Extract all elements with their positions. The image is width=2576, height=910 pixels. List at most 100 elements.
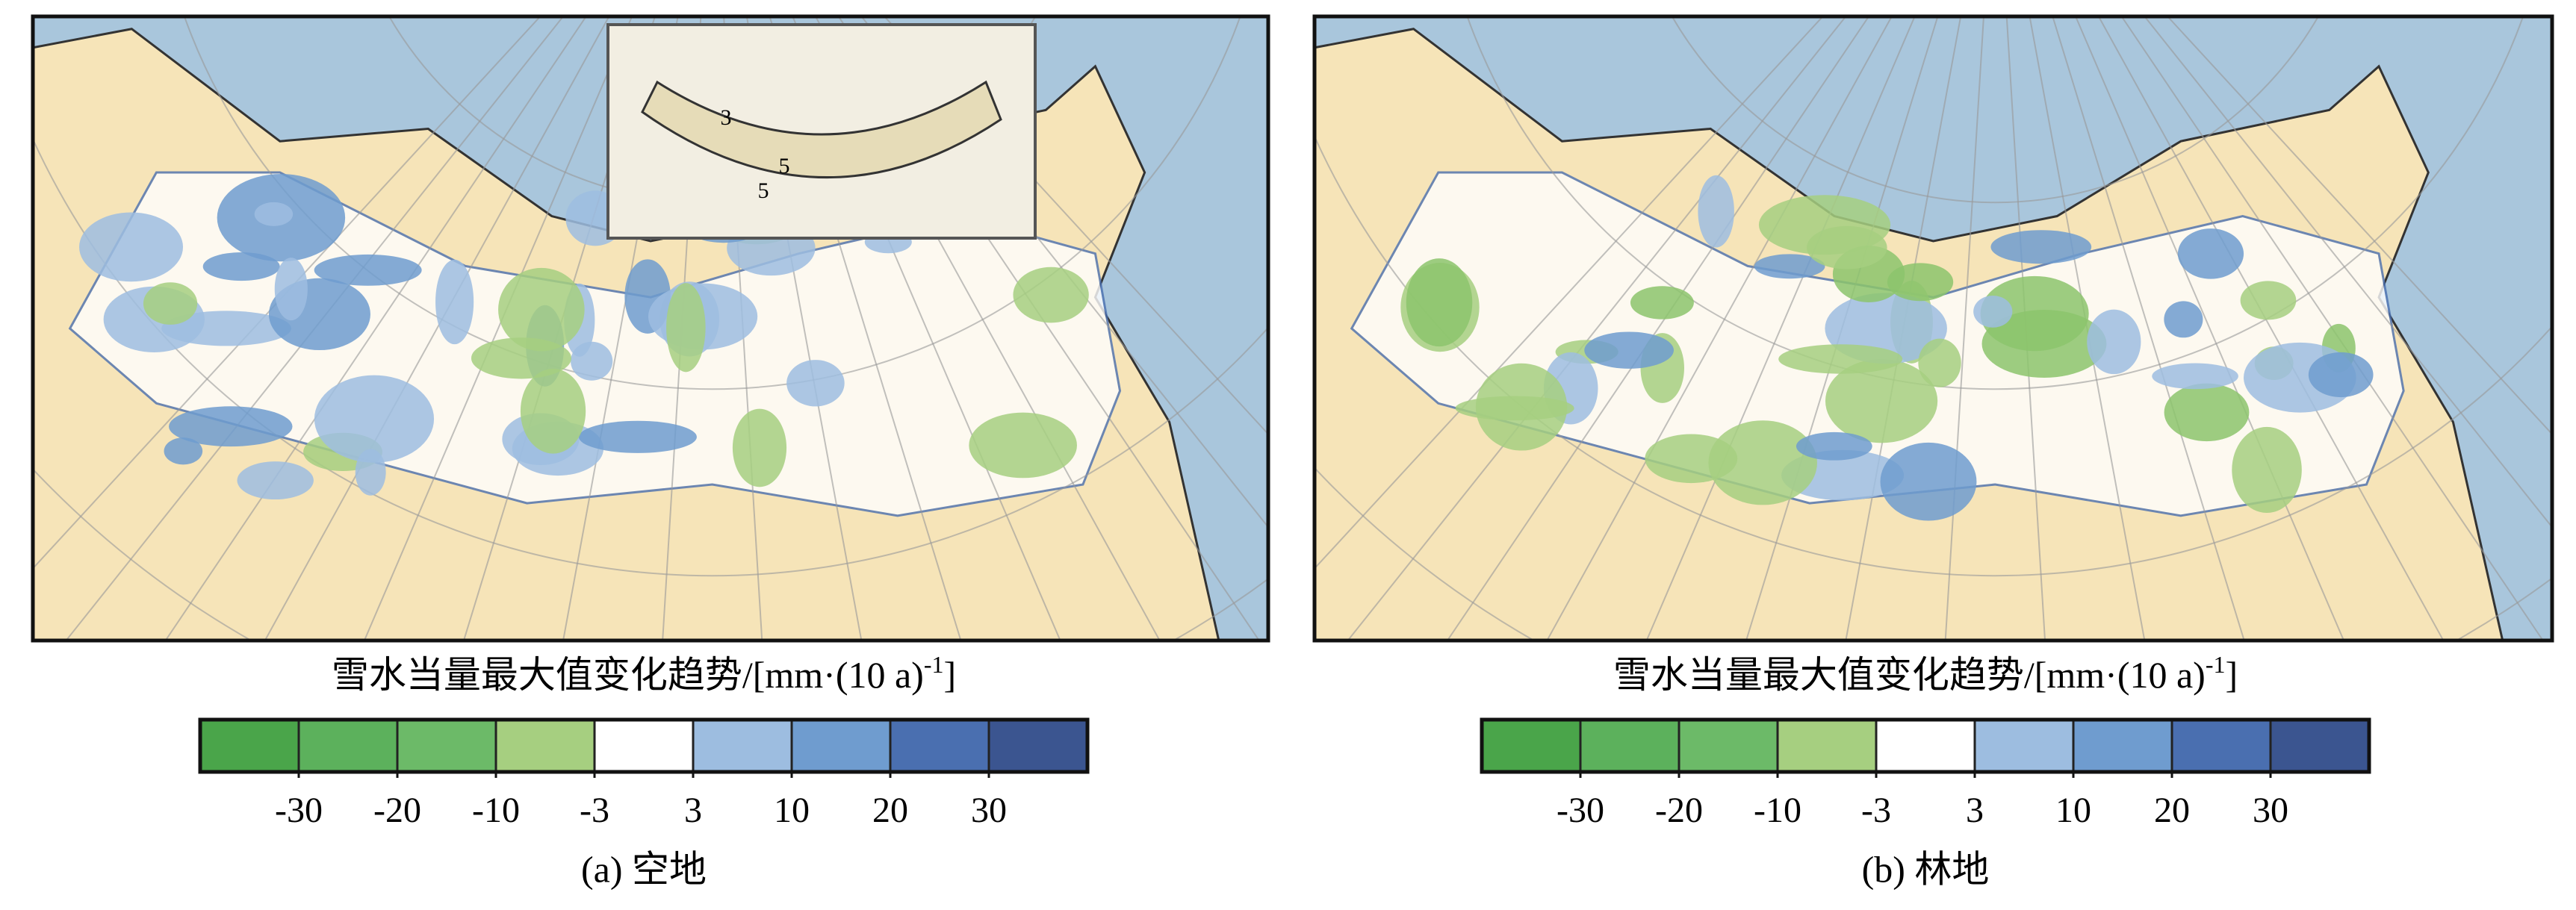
trend-patch bbox=[1887, 263, 1954, 302]
trend-patch bbox=[1630, 286, 1694, 320]
graticule bbox=[706, 16, 719, 17]
trend-patch bbox=[435, 259, 474, 345]
graticule bbox=[792, 16, 1061, 641]
color-cell bbox=[1677, 718, 1779, 773]
trend-patch bbox=[969, 412, 1077, 479]
trend-patch bbox=[1796, 431, 1872, 461]
trend-patch bbox=[237, 461, 314, 500]
trend-patch bbox=[2177, 228, 2244, 279]
inset-label: 3 bbox=[721, 105, 732, 130]
tick-label: 30 bbox=[971, 791, 1007, 830]
tick-label: -10 bbox=[1754, 791, 1801, 830]
graticule bbox=[814, 16, 1161, 641]
trend-patch bbox=[314, 254, 422, 286]
tick-label: -3 bbox=[580, 791, 609, 830]
trend-patch bbox=[1708, 420, 1817, 505]
trend-patch bbox=[314, 375, 435, 463]
trend-patch bbox=[666, 283, 706, 373]
trend-patch bbox=[1475, 363, 1568, 451]
trend-patch bbox=[578, 420, 697, 453]
tick-label: -30 bbox=[1557, 791, 1604, 830]
color-cell bbox=[1875, 718, 1976, 773]
graticule bbox=[1546, 16, 1893, 641]
graticule bbox=[662, 16, 702, 641]
color-cell bbox=[494, 718, 596, 773]
map bbox=[1315, 16, 2552, 641]
tick-label: -20 bbox=[373, 791, 421, 830]
trend-patch bbox=[1825, 359, 1938, 443]
legend-title-end: ] bbox=[2225, 654, 2238, 696]
graticule bbox=[2144, 16, 2552, 529]
colorbar-frame bbox=[198, 717, 1090, 774]
graticule bbox=[860, 16, 1268, 529]
graticule bbox=[363, 16, 633, 641]
tick-label: 10 bbox=[2055, 791, 2091, 830]
graticule bbox=[769, 16, 962, 641]
trend-patch bbox=[143, 282, 198, 325]
trend-patch bbox=[274, 258, 308, 321]
graticule bbox=[1466, 16, 2524, 390]
graticule bbox=[2052, 16, 2245, 641]
trend-patch bbox=[1698, 175, 1734, 248]
graticule bbox=[1446, 16, 1870, 641]
caption: (a) 空地 bbox=[581, 848, 707, 890]
trend-patch bbox=[164, 437, 203, 465]
graticule bbox=[462, 16, 656, 641]
colorbar-frame bbox=[1480, 717, 2371, 774]
caption: (b) 林地 bbox=[1862, 848, 1990, 890]
tick-label: -20 bbox=[1655, 791, 1703, 830]
tick-label: -3 bbox=[1861, 791, 1891, 830]
graticule bbox=[33, 16, 541, 570]
graticule bbox=[2166, 16, 2552, 435]
inset-label: 5 bbox=[758, 178, 769, 203]
trend-patch bbox=[202, 252, 280, 281]
graticule bbox=[562, 16, 679, 641]
legend-title-text: 雪水当量最大值变化趋势/[mm·(10 a) bbox=[1613, 654, 2206, 696]
trend-patch bbox=[732, 408, 787, 487]
graticule bbox=[2120, 16, 2544, 641]
graticule bbox=[2029, 16, 2146, 641]
trend-patch bbox=[1013, 267, 1089, 323]
color-cell bbox=[1776, 718, 1878, 773]
color-cell bbox=[790, 718, 892, 773]
trend-patch bbox=[355, 449, 386, 496]
tick-label: -30 bbox=[275, 791, 323, 830]
tick-label: 3 bbox=[1966, 791, 1984, 830]
trend-patch bbox=[2308, 352, 2374, 398]
map-panel: 雪水当量最大值变化趋势/[mm·(10 a)-1] -30 -20 -10 -3 3 10 2… bbox=[1312, 14, 2554, 890]
trend-patch bbox=[2152, 363, 2238, 390]
tick-label: 20 bbox=[2154, 791, 2190, 830]
trend-patch bbox=[1807, 225, 1887, 269]
tick-label: -10 bbox=[472, 791, 520, 830]
color-cell bbox=[593, 718, 695, 773]
color-cell bbox=[2170, 718, 2272, 773]
color-cell bbox=[987, 718, 1089, 773]
trend-patch bbox=[1918, 338, 1961, 387]
trend-patch bbox=[2232, 426, 2302, 513]
trend-patch bbox=[2164, 383, 2250, 442]
color-cell bbox=[889, 718, 990, 773]
graticule bbox=[837, 16, 1260, 641]
color-cell bbox=[1579, 718, 1680, 773]
legend-title-sup: -1 bbox=[924, 651, 944, 678]
graticule bbox=[33, 137, 1268, 576]
trend-patch bbox=[786, 360, 845, 407]
trend-patch bbox=[254, 202, 294, 226]
trend-patch bbox=[169, 406, 293, 447]
color-cell bbox=[2269, 718, 2371, 773]
color-cell bbox=[2072, 718, 2173, 773]
graticule bbox=[1315, 16, 1824, 570]
tick-label: 10 bbox=[774, 791, 810, 830]
map-panel: 3 55 雪水当量最大值变化趋势/[mm·(10 a)-1] -30 -20 -10 -3 3… bbox=[31, 14, 1270, 890]
trend-patch bbox=[1778, 344, 1903, 374]
map-frame bbox=[31, 14, 1270, 643]
graticule bbox=[2005, 16, 2046, 641]
trend-patch bbox=[1990, 230, 2092, 264]
graticule bbox=[1944, 16, 1984, 641]
color-cell bbox=[1480, 718, 1582, 773]
graticule bbox=[1671, 16, 2319, 204]
color-cell bbox=[1973, 718, 2075, 773]
trend-patch bbox=[1584, 331, 1674, 369]
trend-patch bbox=[1980, 275, 2089, 352]
